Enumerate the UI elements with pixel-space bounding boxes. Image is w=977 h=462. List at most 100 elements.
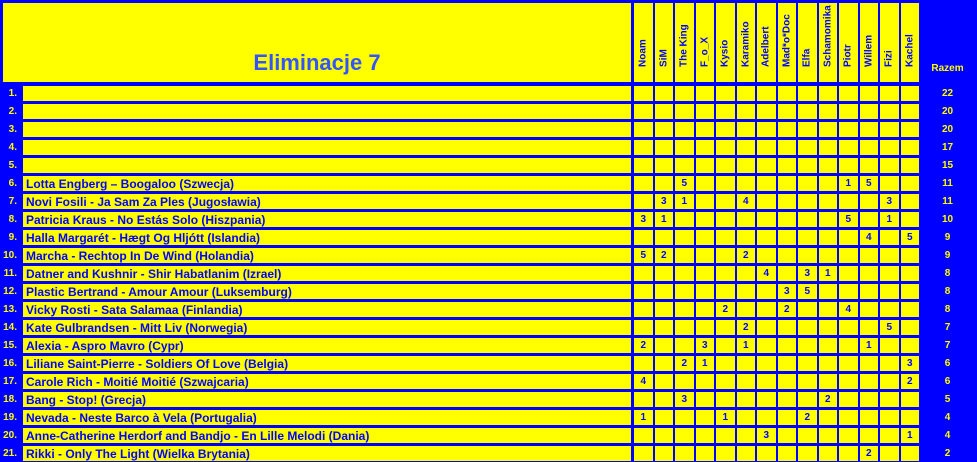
score-cell — [859, 212, 878, 228]
score-cell — [716, 230, 735, 246]
score-cell — [777, 428, 796, 444]
juror-name: Noam — [637, 39, 649, 67]
score-cell — [798, 176, 817, 192]
score-cell: 5 — [675, 176, 694, 192]
score-cell — [880, 428, 899, 444]
score-cell — [634, 392, 653, 408]
score-cell — [798, 158, 817, 174]
score-cell — [716, 428, 735, 444]
score-cell — [675, 284, 694, 300]
juror-header: SiM — [654, 3, 673, 82]
score-cell — [736, 266, 755, 282]
score-cell — [654, 104, 673, 120]
juror-name: Elfa — [801, 48, 813, 67]
row-number: 17. — [3, 376, 17, 388]
juror-name: Fizi — [883, 50, 895, 67]
score-cell — [675, 302, 694, 318]
score-cell — [695, 230, 714, 246]
row-total: 6 — [944, 358, 951, 370]
song-title: Vicky Rosti - Sata Salamaa (Finlandia) — [23, 302, 631, 318]
score-cell — [798, 320, 817, 336]
score-cell — [880, 392, 899, 408]
score-cell — [654, 284, 673, 300]
score-cell — [798, 392, 817, 408]
row-number: 13. — [3, 304, 17, 316]
score-cell — [798, 194, 817, 210]
score-cell — [757, 212, 776, 228]
score-cell — [675, 266, 694, 282]
score-cell — [695, 212, 714, 228]
total-header-cell: Razem — [921, 3, 974, 82]
score-cell — [798, 212, 817, 228]
score-cell — [859, 104, 878, 120]
juror-header: Mad*o*Doc — [777, 3, 796, 82]
score-cell — [900, 248, 919, 264]
score-cell: 1 — [900, 428, 919, 444]
score-cell — [798, 446, 817, 462]
score-cell — [634, 446, 653, 462]
score-cell — [695, 320, 714, 336]
song-title: Datner and Kushnir - Shir Habatlanim (Iz… — [23, 266, 631, 282]
score-cell — [839, 374, 858, 390]
score-cell — [859, 428, 878, 444]
score-cell: 3 — [654, 194, 673, 210]
score-cell — [695, 446, 714, 462]
score-cell: 3 — [757, 428, 776, 444]
score-cell — [634, 356, 653, 372]
score-cell: 2 — [777, 302, 796, 318]
score-cell — [716, 338, 735, 354]
score-cell — [900, 284, 919, 300]
score-cell — [634, 194, 653, 210]
score-cell — [654, 428, 673, 444]
score-cell — [654, 338, 673, 354]
song-title: Bang - Stop! (Grecja) — [23, 392, 631, 408]
juror-header: Kysio — [716, 3, 735, 82]
score-cell — [880, 86, 899, 102]
score-cell — [900, 140, 919, 156]
juror-header: Adelbert — [757, 3, 776, 82]
score-cell — [695, 410, 714, 426]
score-cell — [777, 338, 796, 354]
score-cell: 2 — [654, 248, 673, 264]
row-total: 7 — [944, 340, 951, 352]
score-cell: 1 — [716, 410, 735, 426]
score-cell: 4 — [634, 374, 653, 390]
score-cell — [880, 410, 899, 426]
score-cell — [716, 86, 735, 102]
score-cell — [839, 320, 858, 336]
score-cell — [654, 158, 673, 174]
row-total: 8 — [944, 304, 951, 316]
score-cell — [880, 302, 899, 318]
song-title — [23, 122, 631, 138]
score-cell — [716, 104, 735, 120]
score-cell — [839, 284, 858, 300]
score-cell — [736, 446, 755, 462]
score-cell: 2 — [675, 356, 694, 372]
score-cell — [757, 338, 776, 354]
score-cell — [859, 194, 878, 210]
juror-header: Piotr — [839, 3, 858, 82]
score-cell — [654, 392, 673, 408]
score-cell — [654, 356, 673, 372]
score-cell — [736, 302, 755, 318]
score-cell: 5 — [900, 230, 919, 246]
score-cell — [880, 122, 899, 138]
row-number: 8. — [8, 214, 17, 226]
score-cell: 5 — [859, 176, 878, 192]
score-cell — [839, 410, 858, 426]
row-number: 10. — [3, 250, 17, 262]
score-cell — [757, 230, 776, 246]
score-cell: 1 — [634, 410, 653, 426]
score-cell — [695, 194, 714, 210]
row-total: 11 — [942, 178, 953, 190]
score-cell — [675, 428, 694, 444]
score-cell — [900, 212, 919, 228]
score-cell — [716, 122, 735, 138]
row-total: 9 — [944, 250, 951, 262]
score-cell — [675, 230, 694, 246]
score-cell — [716, 356, 735, 372]
juror-header: Karamiko — [736, 3, 755, 82]
score-cell: 2 — [859, 446, 878, 462]
score-cell — [777, 410, 796, 426]
score-cell — [818, 446, 837, 462]
